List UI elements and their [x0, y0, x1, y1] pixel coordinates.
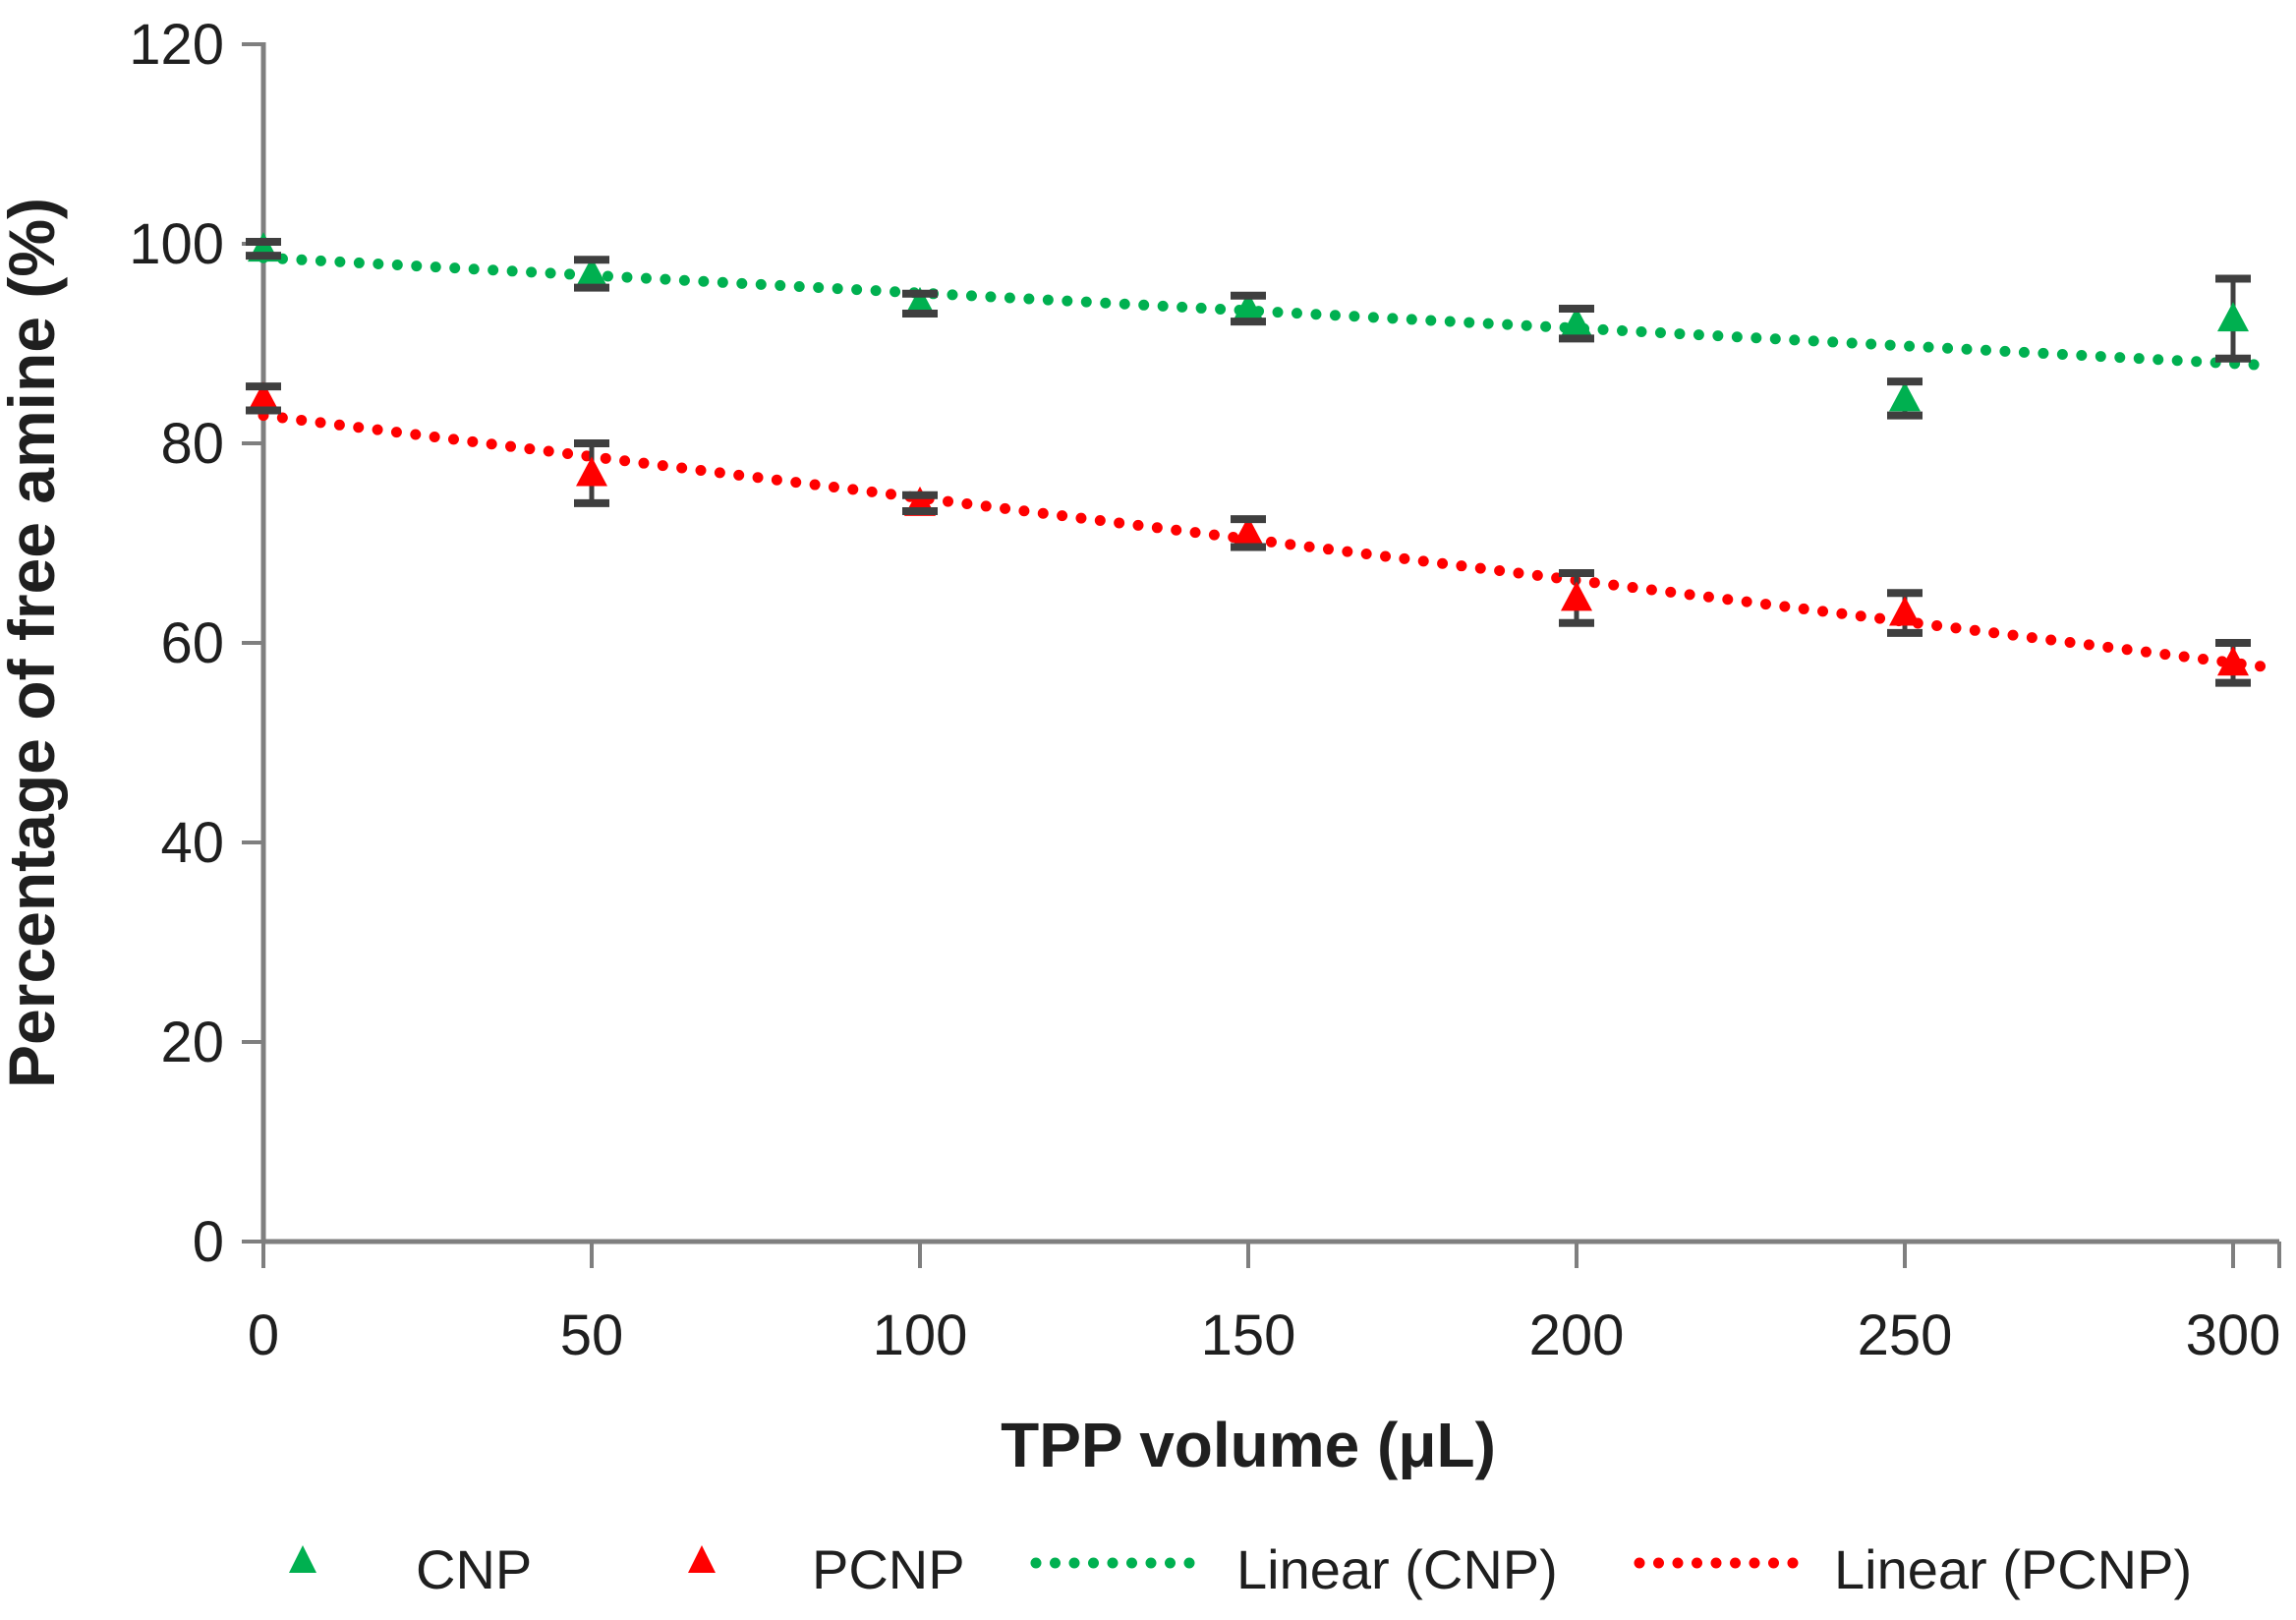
x-tick-label: 300 [2186, 1303, 2281, 1367]
data-point-pcnp-150 [1233, 516, 1264, 547]
pcnp-triangle-icon [688, 1545, 716, 1573]
data-point-pcnp-200 [1561, 581, 1592, 611]
data-point-pcnp-0 [248, 381, 279, 412]
y-axis-title: Percentage of free amine (%) [0, 198, 68, 1088]
cnp-triangle-icon [289, 1545, 316, 1573]
x-axis-title: TPP volume (μL) [1001, 1410, 1496, 1480]
y-tick-label: 120 [129, 13, 224, 77]
trendline-linear-pcnp- [258, 410, 2278, 673]
trendline-linear-cnp- [258, 252, 2278, 372]
y-tick-label: 0 [193, 1210, 224, 1274]
y-tick-label: 20 [160, 1011, 224, 1074]
y-tick-label: 60 [160, 611, 224, 675]
legend-label-linear-cnp: Linear (CNP) [1236, 1538, 1558, 1600]
legend: CNP PCNP Linear (CNP) Linear (PCNP) [289, 1538, 2192, 1600]
y-tick-label: 100 [129, 212, 224, 276]
x-tick-label: 100 [873, 1303, 968, 1367]
data-point-pcnp-50 [576, 456, 607, 487]
legend-label-cnp: CNP [416, 1538, 532, 1600]
data-point-cnp-100 [904, 286, 936, 317]
legend-label-pcnp: PCNP [812, 1538, 965, 1600]
x-tick-label: 150 [1201, 1303, 1296, 1367]
data-point-pcnp-300 [2217, 646, 2249, 676]
y-tick-label: 40 [160, 811, 224, 875]
data-point-cnp-200 [1561, 307, 1592, 337]
x-tick-label: 50 [560, 1303, 624, 1367]
data-point-cnp-50 [576, 257, 607, 287]
plot-area: 0 20 40 60 80 100 120 0 50 100 150 200 250 300 [129, 13, 2281, 1367]
data-point-cnp-150 [1233, 291, 1264, 321]
legend-label-linear-pcnp: Linear (PCNP) [1834, 1538, 2192, 1600]
x-tick-label: 200 [1529, 1303, 1625, 1367]
data-point-pcnp-250 [1889, 596, 1921, 626]
y-tick-label: 80 [160, 412, 224, 476]
data-point-cnp-300 [2217, 302, 2249, 332]
data-point-cnp-250 [1889, 381, 1921, 412]
x-tick-label: 250 [1858, 1303, 1953, 1367]
x-tick-label: 0 [248, 1303, 279, 1367]
